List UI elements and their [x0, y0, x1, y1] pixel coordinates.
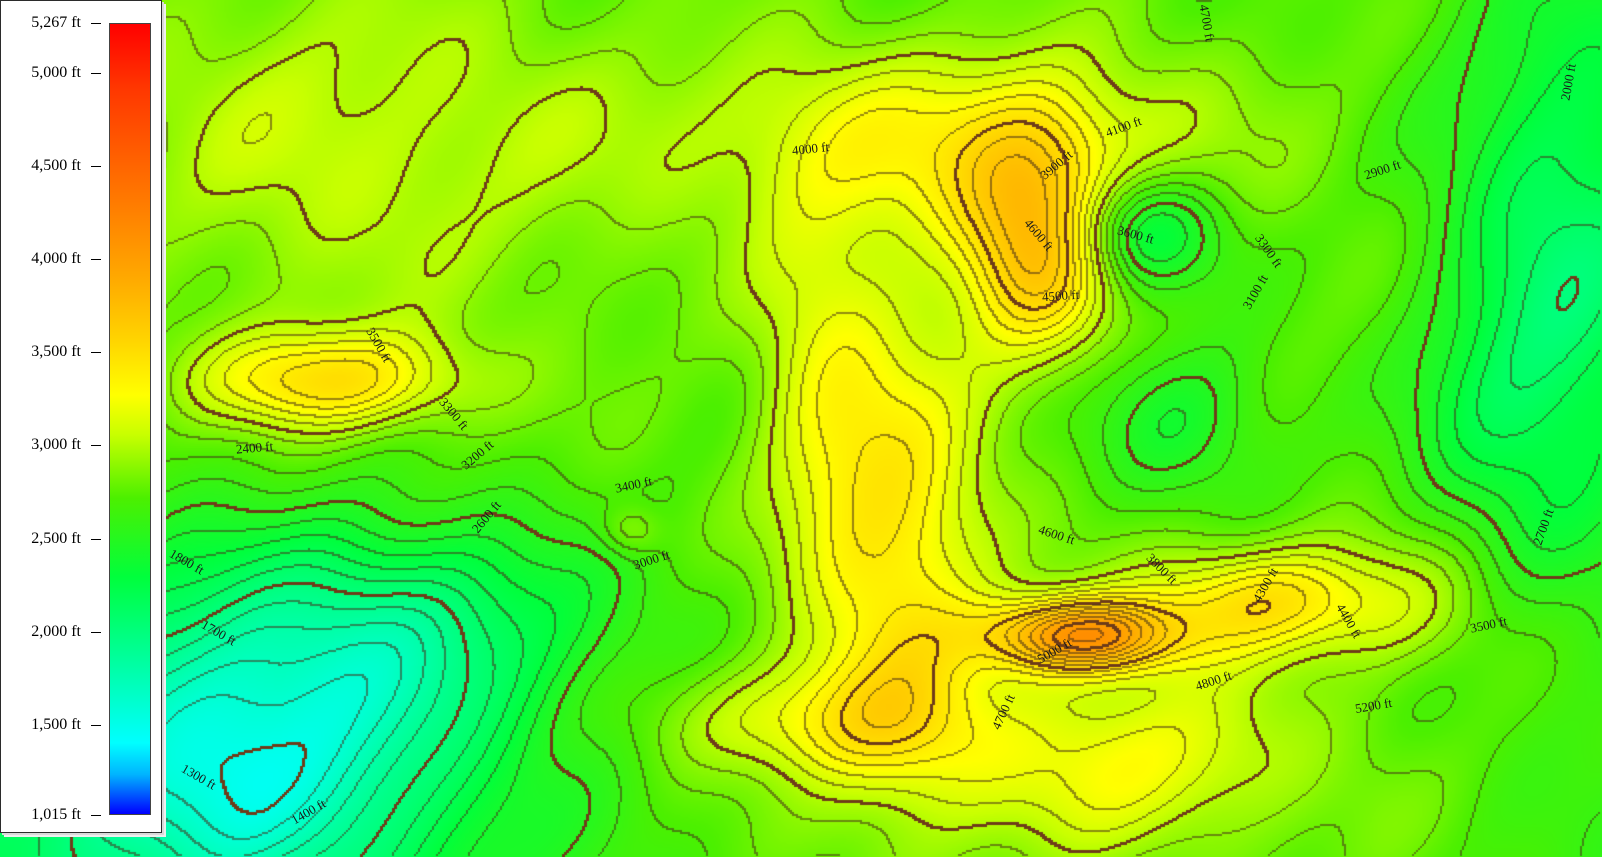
- legend-tick-label: 4,500 ft: [31, 157, 81, 174]
- legend-tick-mark: [91, 166, 101, 167]
- elevation-legend: 5,267 ft 5,000 ft 4,500 ft 4,000 ft 3,50…: [0, 0, 162, 833]
- legend-tick-label: 1,015 ft: [31, 806, 81, 823]
- legend-tick-mark: [91, 539, 101, 540]
- legend-tick-label: 3,000 ft: [31, 436, 81, 453]
- contour-label: 4500 ft: [1041, 286, 1080, 305]
- legend-tick-label: 3,500 ft: [31, 343, 81, 360]
- legend-tick-mark: [91, 445, 101, 446]
- legend-tick-label: 1,500 ft: [31, 716, 81, 733]
- legend-tick-mark: [91, 23, 101, 24]
- legend-tick-mark: [91, 259, 101, 260]
- legend-tick-mark: [91, 73, 101, 74]
- legend-tick-mark: [91, 815, 101, 816]
- legend-tick-label: 2,000 ft: [31, 623, 81, 640]
- legend-tick-mark: [91, 725, 101, 726]
- legend-tick-mark: [91, 632, 101, 633]
- legend-tick-label: 2,500 ft: [31, 530, 81, 547]
- legend-tick-label: 4,000 ft: [31, 250, 81, 267]
- color-ramp: [109, 23, 151, 815]
- legend-tick-label: 5,267 ft: [31, 14, 81, 31]
- legend-tick-label: 5,000 ft: [31, 64, 81, 81]
- legend-tick-mark: [91, 352, 101, 353]
